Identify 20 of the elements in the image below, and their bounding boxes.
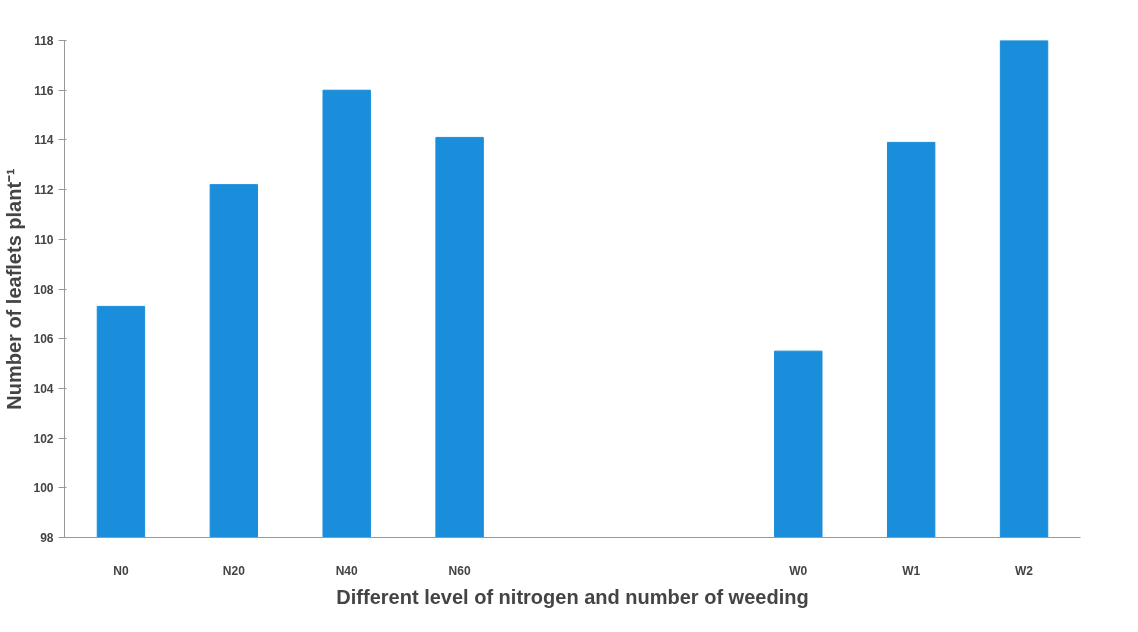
y-tick-label: 116 xyxy=(34,83,54,98)
y-tick-label: 114 xyxy=(34,133,54,148)
x-tick-label: N0 xyxy=(113,563,129,578)
y-tick-label: 110 xyxy=(34,232,54,247)
x-tick-label: W0 xyxy=(789,563,808,578)
y-tick-label: 104 xyxy=(33,381,54,396)
x-tick-label: W2 xyxy=(1015,563,1034,578)
y-tick-label: 98 xyxy=(40,531,54,545)
y-tick-label: 100 xyxy=(33,481,54,496)
y-tick-label: 106 xyxy=(33,332,54,347)
x-tick-label: N20 xyxy=(222,563,246,578)
x-axis-title: Different level of nitrogen and number of weeding xyxy=(336,585,809,608)
y-tick-label: 112 xyxy=(34,183,54,198)
x-tick-label: N40 xyxy=(335,563,359,578)
y-tick-label: 102 xyxy=(33,431,54,446)
y-axis-title: Number of leaflets plant⁻¹ xyxy=(3,167,26,410)
y-tick-label: 118 xyxy=(34,34,54,48)
x-tick-label: N60 xyxy=(448,563,471,578)
y-tick-label: 108 xyxy=(33,282,54,297)
x-tick-label: W1 xyxy=(902,563,921,578)
